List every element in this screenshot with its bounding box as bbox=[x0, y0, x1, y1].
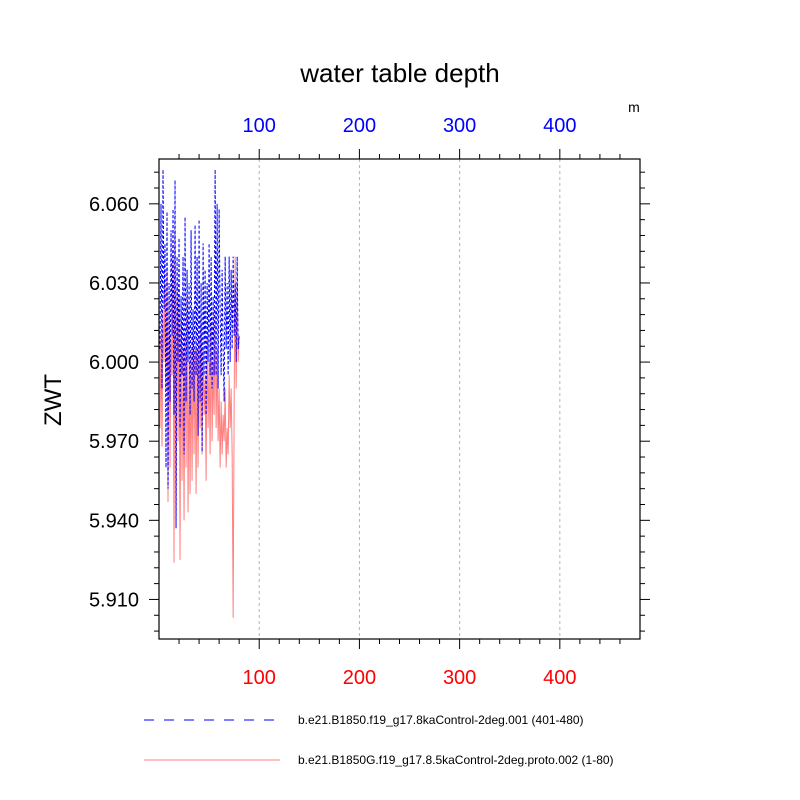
top-x-tick-label: 200 bbox=[343, 115, 376, 137]
top-x-tick-label: 100 bbox=[243, 115, 276, 137]
grid bbox=[258, 159, 561, 639]
y-tick-label: 6.030 bbox=[89, 273, 139, 295]
series-line-1 bbox=[159, 169, 240, 529]
y-tick-label: 5.940 bbox=[89, 510, 139, 532]
chart-title: water table depth bbox=[299, 58, 499, 88]
bottom-x-tick-label: 100 bbox=[243, 667, 276, 689]
axis-ticks bbox=[149, 149, 650, 649]
legend: b.e21.B1850.f19_g17.8kaControl-2deg.001 … bbox=[144, 713, 614, 767]
bottom-x-tick-label: 200 bbox=[343, 667, 376, 689]
y-tick-label: 6.000 bbox=[89, 352, 139, 374]
bottom-x-tick-label: 300 bbox=[443, 667, 476, 689]
series-group bbox=[159, 169, 240, 618]
top-x-tick-label: 400 bbox=[543, 115, 576, 137]
y-tick-label: 6.060 bbox=[89, 194, 139, 216]
y-tick-label: 5.970 bbox=[89, 431, 139, 453]
bottom-x-tick-label: 400 bbox=[543, 667, 576, 689]
top-axis-unit: m bbox=[628, 99, 640, 115]
y-tick-label: 5.910 bbox=[89, 589, 139, 611]
y-axis-label: ZWT bbox=[40, 374, 67, 426]
legend-label-series-2: b.e21.B1850G.f19_g17.8.5kaControl-2deg.p… bbox=[298, 753, 614, 767]
top-x-tick-label: 300 bbox=[443, 115, 476, 137]
tick-labels: 100 100 200 200 300 300 400 400 5.910 5.940 5.970 6… bbox=[89, 115, 577, 689]
legend-label-series-1: b.e21.B1850.f19_g17.8kaControl-2deg.001 … bbox=[298, 713, 584, 727]
